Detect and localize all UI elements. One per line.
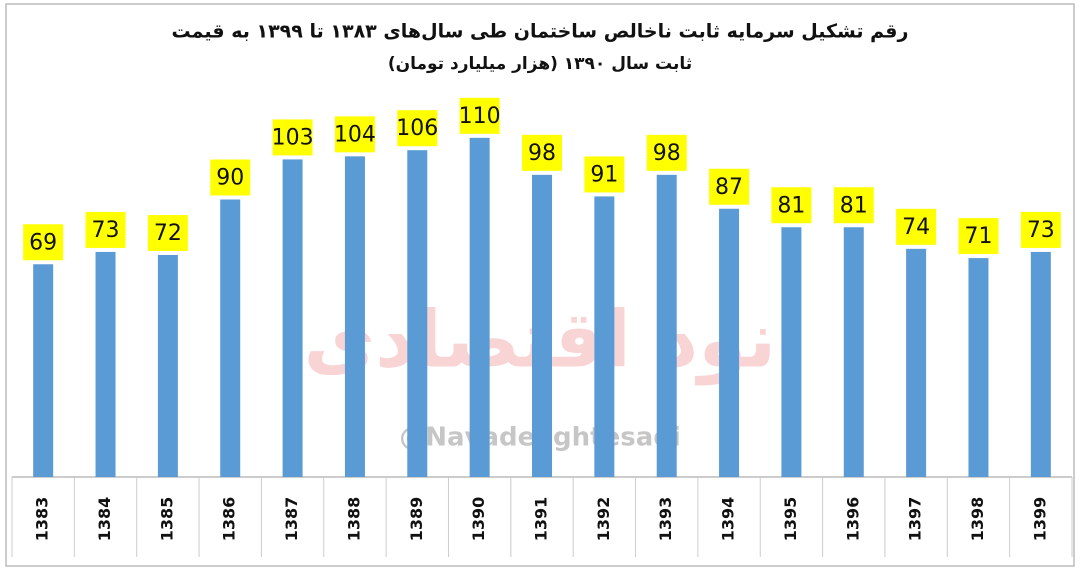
value-label-box [958, 218, 999, 255]
x-tick-label: 1395 [781, 497, 800, 542]
bar [843, 227, 864, 477]
bar [594, 196, 615, 477]
bar [1030, 251, 1051, 477]
value-label-box [896, 208, 937, 245]
value-label-box [1020, 211, 1061, 248]
x-tick-label: 1390 [469, 497, 488, 542]
value-label: 73 [92, 218, 120, 243]
value-label-box [272, 119, 313, 156]
value-label: 91 [590, 162, 618, 187]
value-label: 98 [528, 141, 556, 166]
value-label: 72 [154, 221, 182, 246]
value-label-box [85, 211, 126, 248]
value-label: 90 [216, 166, 244, 191]
bar [157, 255, 178, 477]
value-label: 73 [1027, 218, 1055, 243]
bar [656, 174, 677, 478]
bar [220, 199, 241, 477]
bar [719, 208, 740, 477]
x-tick-label: 1398 [968, 497, 987, 542]
value-label-box [771, 187, 812, 224]
bar [781, 227, 802, 477]
chart-subtitle: ثابت سال ۱۳۹۰ (هزار میلیارد تومان) [388, 54, 692, 74]
bar [407, 150, 428, 477]
x-tick-label: 1389 [407, 497, 426, 542]
value-label-box [646, 134, 687, 171]
value-label: 87 [715, 175, 743, 200]
value-label: 103 [272, 125, 314, 150]
chart-title: رقم تشکیل سرمایه ثابت ناخالص ساختمان طی … [172, 21, 909, 43]
x-tick-label: 1394 [719, 497, 738, 542]
value-label: 81 [840, 193, 868, 218]
x-tick-label: 1385 [157, 497, 176, 542]
x-tick-label: 1388 [344, 497, 363, 542]
x-tick-label: 1397 [906, 497, 925, 542]
value-label-box [334, 116, 375, 153]
x-tick-label: 1386 [220, 497, 239, 542]
bar [469, 137, 490, 478]
x-tick-label: 1384 [95, 497, 114, 542]
value-label: 106 [396, 116, 438, 141]
value-label-box [147, 215, 188, 251]
value-label-box [584, 156, 625, 193]
value-label-box [210, 159, 251, 196]
value-label-box [23, 224, 64, 261]
x-tick-label: 1399 [1030, 497, 1049, 542]
value-label-box [397, 110, 438, 147]
value-label: 81 [777, 193, 805, 218]
x-tick-label: 1391 [532, 497, 551, 542]
value-label-box [459, 97, 500, 134]
bar [968, 258, 989, 477]
value-label: 71 [964, 224, 992, 249]
x-tick-label: 1383 [33, 497, 52, 542]
bar [344, 156, 365, 478]
bar [532, 174, 552, 478]
value-label: 69 [29, 230, 57, 255]
bar [33, 264, 54, 477]
value-label-box [522, 134, 562, 171]
x-tick-label: 1392 [594, 497, 613, 542]
value-label: 74 [902, 215, 930, 240]
value-label-box [833, 187, 874, 224]
x-tick-label: 1396 [843, 497, 862, 542]
bar [282, 159, 303, 477]
bar [95, 251, 116, 477]
x-tick-label: 1387 [282, 497, 301, 542]
x-tick-label: 1393 [656, 497, 675, 542]
value-label: 98 [653, 141, 681, 166]
value-label: 110 [459, 104, 501, 129]
value-label: 104 [334, 122, 376, 147]
value-label-box [709, 168, 750, 205]
bar [906, 248, 927, 477]
